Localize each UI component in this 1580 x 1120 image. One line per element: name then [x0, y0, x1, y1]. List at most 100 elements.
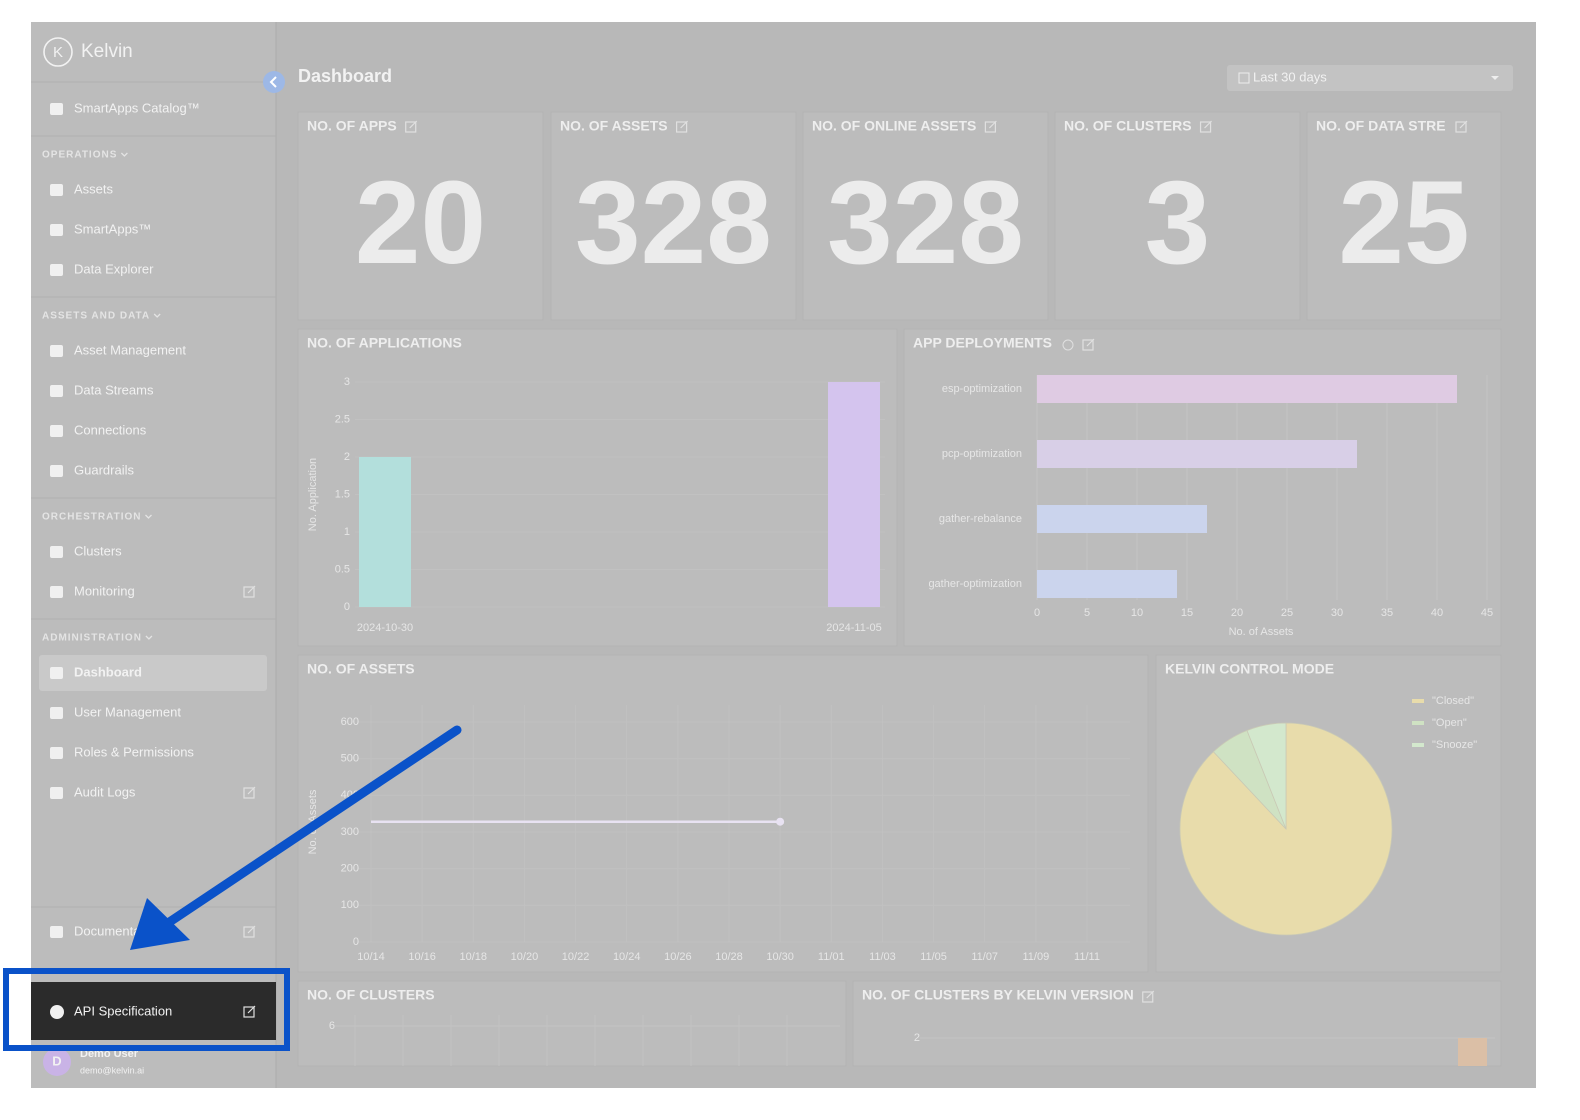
- legend-label: "Open": [1432, 717, 1467, 729]
- y-tick-label: 2: [914, 1032, 920, 1044]
- external-link-icon: [405, 121, 417, 133]
- nav-item[interactable]: Data Explorer: [74, 261, 154, 276]
- external-link-icon: [984, 121, 996, 133]
- x-tick-label: 10/16: [408, 951, 436, 963]
- x-tick-label: 11/11: [1074, 951, 1100, 963]
- chart-title: NO. OF APPLICATIONS: [307, 335, 462, 351]
- chart-card: [852, 980, 1502, 1067]
- kpi-value: 3: [1145, 157, 1211, 289]
- nav-item[interactable]: SmartApps Catalog™: [74, 100, 200, 115]
- x-tick-label: 11/03: [869, 951, 896, 963]
- chart-title: NO. OF ASSETS: [307, 661, 415, 677]
- avatar-initial: D: [52, 1053, 61, 1068]
- nav-item[interactable]: Asset Management: [74, 342, 186, 357]
- bar: [359, 457, 411, 607]
- nav-icon: [50, 926, 63, 938]
- nav-icon: [50, 546, 63, 558]
- pie-slice: [1246, 722, 1287, 830]
- calendar-icon: [1238, 72, 1250, 84]
- nav-item[interactable]: Data Streams: [74, 382, 154, 397]
- external-link-arrow: [988, 120, 997, 129]
- logo-k: K: [53, 44, 63, 61]
- section-header[interactable]: ASSETS AND DATA: [42, 311, 150, 322]
- bar: [828, 382, 880, 607]
- collapse-icon: [269, 76, 277, 88]
- x-tick-label: 10/20: [511, 951, 539, 963]
- x-tick-label: 10/18: [460, 951, 488, 963]
- highlight-box: [3, 968, 290, 1051]
- external-link-arrow: [409, 120, 418, 129]
- chevron: [153, 313, 161, 318]
- nav-item[interactable]: Connections: [74, 422, 147, 437]
- y-tick-label: 0.5: [335, 563, 350, 575]
- nav-icon: [50, 425, 63, 437]
- external-link-icon: [243, 787, 255, 799]
- nav-icon: [50, 465, 63, 477]
- external-link-arrow: [247, 585, 256, 594]
- x-tick-label: 10/14: [357, 951, 385, 963]
- x-axis-label: No. of Assets: [1229, 626, 1294, 638]
- chart-card: [297, 980, 847, 1067]
- y-tick-label: 0: [344, 601, 350, 613]
- chart-title: NO. OF CLUSTERS: [307, 987, 435, 1003]
- legend-label: "Snooze": [1432, 739, 1477, 751]
- arrow-shaft: [160, 725, 462, 930]
- section-header[interactable]: OPERATIONS: [42, 150, 117, 161]
- y-tick-label: 100: [341, 899, 359, 911]
- kpi-card: [1306, 111, 1502, 321]
- nav-item[interactable]: Monitoring: [74, 583, 135, 598]
- x-tick-label: 10/22: [562, 951, 590, 963]
- external-link-icon: [1455, 121, 1467, 133]
- kpi-title: NO. OF CLUSTERS: [1064, 118, 1192, 134]
- kpi-card: [802, 111, 1049, 321]
- nav-icon: [50, 224, 63, 236]
- x-tick-label: 35: [1381, 607, 1393, 619]
- x-tick-label: 30: [1331, 607, 1343, 619]
- nav-icon: [50, 586, 63, 598]
- y-tick-label: 2: [344, 451, 350, 463]
- x-tick-label: 10/30: [766, 951, 794, 963]
- nav-icon: [50, 707, 63, 719]
- external-link-icon: [243, 1006, 255, 1018]
- kpi-value: 25: [1338, 157, 1469, 289]
- nav-icon: [50, 184, 63, 196]
- nav-item[interactable]: SmartApps™: [74, 221, 151, 236]
- x-tick-label: 10/24: [613, 951, 641, 963]
- kpi-title: NO. OF DATA STREAMS: [1316, 118, 1477, 134]
- x-tick-label: 10/26: [664, 951, 692, 963]
- nav-item[interactable]: User Management: [74, 704, 181, 719]
- section-header[interactable]: ORCHESTRATION: [42, 512, 141, 523]
- chart-card: [297, 654, 1149, 973]
- nav-item[interactable]: Clusters: [74, 543, 122, 558]
- chart-title: KELVIN CONTROL MODE: [1165, 661, 1334, 677]
- x-tick-label: 40: [1431, 607, 1443, 619]
- bar: [1037, 375, 1457, 403]
- nav-item[interactable]: Audit Logs: [74, 784, 136, 799]
- kpi-value: 20: [355, 157, 486, 289]
- nav-item[interactable]: Roles & Permissions: [74, 744, 194, 759]
- nav-item[interactable]: Guardrails: [74, 462, 134, 477]
- date-range: Last 30 days: [1253, 69, 1327, 84]
- y-tick-label: 300: [341, 826, 359, 838]
- bar: [1458, 1038, 1487, 1066]
- chart-title: APP DEPLOYMENTS: [913, 335, 1052, 351]
- nav-item[interactable]: Assets: [74, 181, 114, 196]
- section-header[interactable]: ADMINISTRATION: [42, 633, 142, 644]
- kpi-title: NO. OF APPS: [307, 118, 397, 134]
- x-tick-label: 10/28: [715, 951, 743, 963]
- collapse-button[interactable]: [263, 71, 285, 93]
- external-link-arrow: [1459, 120, 1468, 129]
- nav-item[interactable]: Dashboard: [74, 664, 142, 679]
- date-range-select[interactable]: [1227, 65, 1513, 91]
- external-link-arrow: [1146, 990, 1155, 999]
- kpi-card: [550, 111, 797, 321]
- nav-item[interactable]: API Specification: [74, 1003, 172, 1018]
- y-tick-label: 1: [344, 526, 350, 538]
- nav-icon: [50, 667, 63, 679]
- user-email: demo@kelvin.ai: [80, 1065, 144, 1075]
- y-tick-label: pcp-optimization: [942, 448, 1022, 460]
- kpi-value: 328: [827, 157, 1024, 289]
- brand: Kelvin: [81, 41, 133, 62]
- kpi-card: [1054, 111, 1301, 321]
- kpi-value: 328: [575, 157, 772, 289]
